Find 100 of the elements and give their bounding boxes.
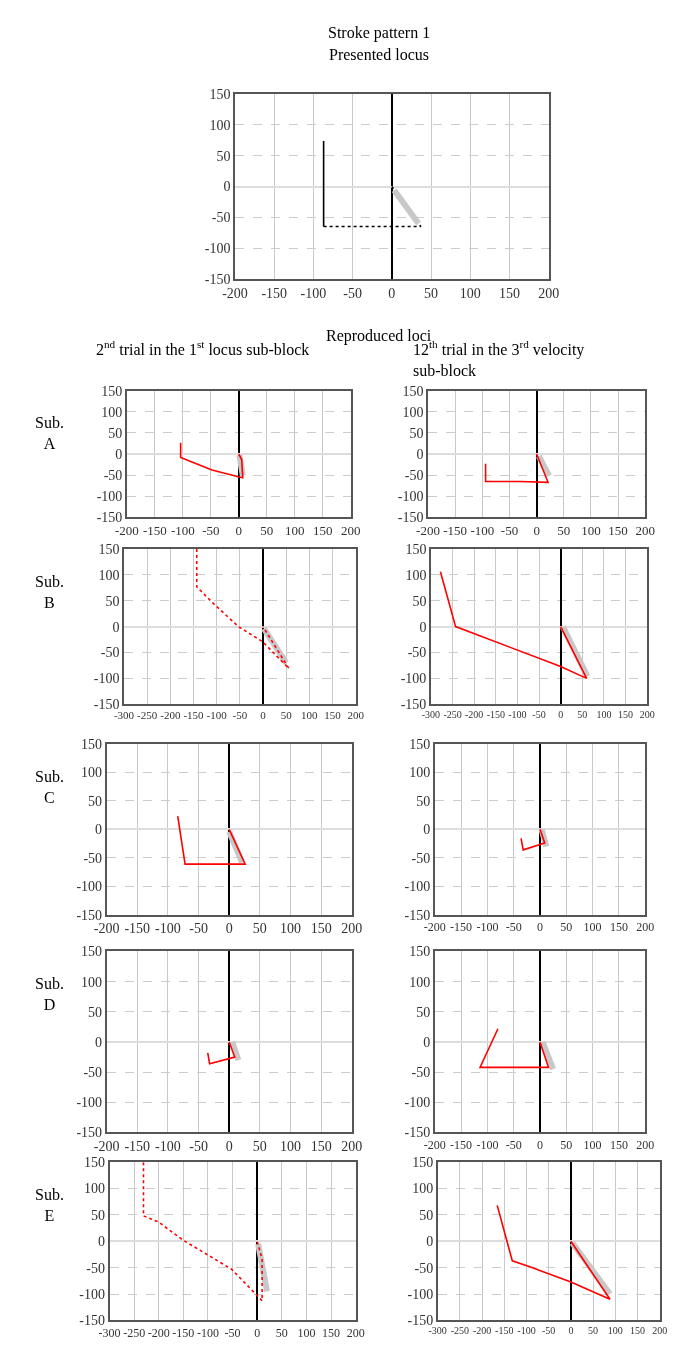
y-tick-label: 0 (423, 1034, 431, 1050)
x-tick-label: 50 (252, 1139, 267, 1155)
x-tick-label: -200 (222, 285, 248, 301)
y-tick-label: 50 (416, 1004, 431, 1020)
x-tick-label: -200 (465, 709, 484, 720)
x-tick-label: 0 (568, 1325, 574, 1337)
y-tick-label: 100 (83, 1181, 105, 1197)
y-tick-label: 50 (108, 425, 123, 441)
y-tick-label: -100 (76, 1095, 103, 1111)
x-tick-label: -150 (183, 709, 205, 722)
y-tick-label: -50 (83, 850, 103, 866)
y-tick-label: 50 (419, 1207, 434, 1223)
y-tick-label: 150 (98, 541, 120, 557)
x-tick-label: 50 (577, 709, 588, 720)
y-tick-label: 50 (88, 793, 103, 809)
x-tick-label: -200 (423, 920, 446, 935)
y-tick-label: 50 (88, 1004, 103, 1020)
x-tick-label: -200 (93, 921, 120, 937)
x-tick-label: -50 (232, 709, 248, 722)
y-tick-label: -100 (397, 489, 424, 505)
y-tick-label: -100 (204, 241, 231, 257)
y-tick-label: -50 (86, 1260, 105, 1276)
y-tick-label: 100 (209, 117, 231, 133)
x-tick-label: -250 (137, 709, 158, 722)
x-tick-label: 100 (607, 1325, 623, 1337)
y-axis-title: Sub. B (35, 573, 64, 611)
y-tick-label: 50 (216, 148, 231, 164)
x-tick-label: -150 (142, 522, 167, 538)
y-tick-label: -100 (79, 1286, 105, 1302)
x-tick-label: -200 (147, 1325, 170, 1340)
x-tick-label: -200 (93, 1139, 120, 1155)
x-tick-label: 50 (252, 921, 267, 937)
y-tick-label: -50 (100, 645, 120, 661)
y-tick-label: -100 (404, 1095, 431, 1111)
x-tick-label: -150 (450, 920, 473, 935)
x-tick-label: -200 (472, 1325, 492, 1337)
x-tick-label: -250 (123, 1325, 146, 1340)
y-tick-label: 0 (423, 822, 431, 838)
x-tick-label: 100 (459, 285, 481, 301)
y-tick-label: 100 (402, 404, 424, 420)
x-tick-label: 200 (341, 1139, 363, 1155)
x-tick-label: -100 (470, 522, 495, 538)
x-tick-label: -50 (189, 1139, 208, 1155)
y-tick-label: 150 (405, 541, 427, 557)
y-tick-label: 150 (83, 1155, 105, 1171)
x-tick-label: 100 (285, 522, 305, 538)
x-tick-label: 150 (609, 920, 628, 935)
y-tick-label: -100 (93, 671, 120, 687)
x-tick-label: 200 (636, 1137, 655, 1152)
y-tick-label: -100 (76, 879, 103, 895)
x-tick-label: -50 (500, 522, 519, 538)
x-tick-label: 200 (639, 709, 655, 720)
x-tick-label: 100 (596, 709, 612, 720)
x-tick-label: -100 (508, 709, 527, 720)
x-tick-label: 200 (341, 522, 361, 538)
y-tick-label: 0 (419, 619, 427, 635)
y-tick-label: -50 (103, 468, 123, 484)
y-tick-label: -50 (407, 645, 427, 661)
chart-subtitle: Presented locus (329, 46, 429, 63)
x-tick-label: -300 (421, 709, 441, 720)
y-tick-label: 0 (95, 822, 103, 838)
x-tick-label: -50 (189, 921, 208, 937)
y-tick-label: -50 (404, 468, 424, 484)
y-tick-label: 0 (115, 446, 123, 462)
x-tick-label: -250 (443, 709, 462, 720)
y-tick-label: -150 (204, 271, 231, 287)
y-tick-label: 150 (409, 944, 431, 960)
x-tick-label: -50 (532, 709, 546, 720)
x-tick-label: 200 (538, 285, 560, 301)
y-tick-label: 0 (416, 446, 424, 462)
x-tick-label: 150 (608, 522, 628, 538)
x-tick-label: 0 (533, 522, 540, 538)
x-tick-label: 150 (322, 1325, 341, 1340)
x-tick-label: 150 (313, 522, 333, 538)
x-tick-label: 200 (652, 1325, 668, 1337)
y-tick-label: 0 (112, 619, 120, 635)
y-tick-label: 50 (416, 793, 431, 809)
x-tick-label: -100 (170, 522, 195, 538)
y-tick-label: 150 (409, 736, 431, 752)
y-axis-title: Sub. A (35, 414, 64, 452)
x-tick-label: -150 (261, 285, 288, 301)
y-tick-label: 100 (101, 404, 123, 420)
y-tick-label: 100 (81, 974, 103, 990)
y-tick-label: 0 (426, 1234, 434, 1250)
y-tick-label: -50 (414, 1260, 434, 1276)
x-tick-label: -150 (495, 1325, 514, 1337)
x-tick-label: 200 (635, 522, 655, 538)
y-tick-label: -50 (211, 210, 231, 226)
x-tick-label: 150 (630, 1325, 645, 1337)
x-tick-label: 50 (280, 709, 293, 722)
y-tick-label: 150 (81, 944, 103, 960)
x-tick-label: -100 (476, 920, 499, 935)
x-tick-label: 50 (560, 920, 573, 935)
y-tick-label: 50 (105, 593, 120, 609)
y-tick-label: 100 (412, 1181, 434, 1197)
x-tick-label: 150 (609, 1137, 628, 1152)
y-tick-label: -150 (404, 907, 431, 923)
x-tick-label: -100 (155, 921, 181, 937)
y-tick-label: 100 (409, 765, 431, 781)
x-tick-label: 50 (260, 522, 274, 538)
